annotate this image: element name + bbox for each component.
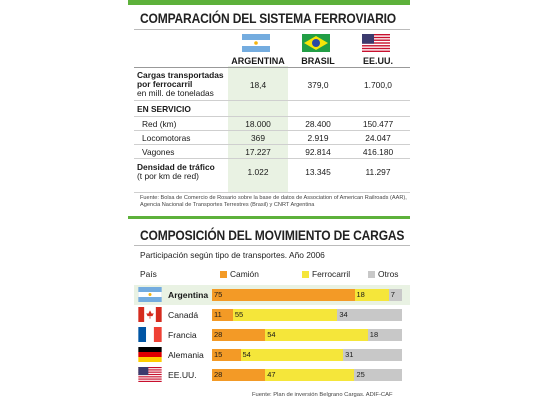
value-cargas-argentina: 18,4 [249,80,267,90]
column-header-brasil: BRASIL [301,56,335,66]
bar-segment-ferrocarril: 55 [232,309,338,321]
usa-flag-icon [362,34,390,52]
table-header-rule [134,67,410,68]
legend-otros: Otros [368,269,398,279]
usa-flag-icon [138,367,162,382]
country-row-alemania: Alemania [134,345,410,365]
legend-label-camion: Camión [230,269,259,279]
row-label-cargas-1: Cargas transportadas [137,70,224,80]
country-name-eeuu: EE.UU. [168,370,197,380]
bar-segment-ferrocarril: 18 [354,289,389,301]
section2-source: Fuente: Plan de inversión Belgrano Carga… [252,392,393,398]
value-densidad-argentina: 1.022 [247,167,269,177]
country-name-francia: Francia [168,330,197,340]
value-cargas-eeuu: 1.700,0 [364,80,392,90]
legend-camion: Camión [220,269,259,279]
country-name-alemania: Alemania [168,350,204,360]
row-divider [134,144,410,145]
section2-title: COMPOSICIÓN DEL MOVIMIENTO DE CARGAS [140,227,405,243]
row-divider [134,192,410,193]
section-divider-bar [128,216,410,219]
bar-segment-camion: 15 [212,349,241,361]
row-label-densidad: Densidad de tráfico [137,162,215,172]
bar-segment-otros: 25 [354,369,402,381]
stacked-bar-2: 28 54 18 [212,329,402,341]
title-rule [134,29,410,30]
bar-segment-otros: 31 [343,349,402,361]
argentina-flag-icon [138,287,162,302]
column-header-eeuu: EE.UU. [362,56,393,66]
stacked-bar-0: 75 18 7 [212,289,402,301]
legend-header-pais: País [140,269,157,279]
legend-label-ferrocarril: Ferrocarril [312,269,351,279]
bar-segment-ferrocarril: 54 [240,349,344,361]
france-flag-icon [138,327,162,342]
row-divider [134,100,410,101]
stacked-bar-3: 15 54 31 [212,349,402,361]
argentina-flag-icon [242,34,270,52]
value-densidad-eeuu: 11.297 [365,167,391,177]
germany-flag-icon [138,347,162,362]
country-row-canada: Canadá [134,305,410,325]
argentina-column-highlight [228,66,288,193]
section1-title: COMPARACIÓN DEL SISTEMA FERROVIARIO [140,10,396,26]
stacked-bar-4: 28 47 25 [212,369,402,381]
row-sublabel-cargas: en mill. de toneladas [137,88,214,98]
country-name-canada: Canadá [168,310,199,320]
country-row-francia: Francia [134,325,410,345]
bar-segment-otros: 7 [388,289,402,301]
chart-subtitle: Participación según tipo de transportes.… [140,250,325,260]
row-label-cargas-2: por ferrocarril [137,79,193,89]
legend-ferrocarril: Ferrocarril [302,269,350,279]
legend-label-otros: Otros [378,269,399,279]
row-divider [134,158,410,159]
legend-swatch-ferrocarril [302,271,309,278]
stacked-bar-1: 11 55 34 [212,309,402,321]
bar-segment-otros: 34 [337,309,402,321]
value-red-eeuu: 150.477 [362,119,394,129]
value-locomotoras-brasil: 2.919 [307,133,329,143]
legend-swatch-otros [368,271,375,278]
row-divider [134,130,410,131]
country-row-eeuu: EE.UU. [134,365,410,385]
value-red-argentina: 18.000 [245,119,271,129]
value-vagones-brasil: 92.814 [305,147,331,157]
value-vagones-eeuu: 416.180 [362,147,394,157]
brazil-flag-icon [302,34,330,52]
bar-segment-ferrocarril: 54 [265,329,368,341]
section1-source: Fuente: Bolsa de Comercio de Rosario sob… [140,195,407,208]
value-cargas-brasil: 379,0 [307,80,329,90]
bar-segment-camion: 28 [212,329,266,341]
country-name-argentina: Argentina [168,290,209,300]
row-sublabel-densidad: (t por km de red) [137,171,199,181]
row-label-red: Red (km) [142,119,177,129]
row-divider [134,116,410,117]
title-rule [134,245,410,246]
row-label-locomotoras: Locomotoras [142,133,191,143]
top-accent-bar [128,0,410,5]
value-locomotoras-argentina: 369 [251,133,265,143]
bar-segment-otros: 18 [367,329,402,341]
legend-swatch-camion [220,271,227,278]
value-red-brasil: 28.400 [305,119,331,129]
value-locomotoras-eeuu: 24.047 [365,133,391,143]
row-label-vagones: Vagones [142,147,175,157]
group-heading-en-servicio: EN SERVICIO [137,104,191,114]
bar-segment-camion: 28 [212,369,266,381]
bar-segment-camion: 75 [212,289,355,301]
column-header-argentina: ARGENTINA [231,56,285,66]
value-densidad-brasil: 13.345 [305,167,331,177]
bar-segment-camion: 11 [212,309,233,321]
canada-flag-icon [138,307,162,322]
value-vagones-argentina: 17.227 [245,147,271,157]
bar-segment-ferrocarril: 47 [265,369,355,381]
